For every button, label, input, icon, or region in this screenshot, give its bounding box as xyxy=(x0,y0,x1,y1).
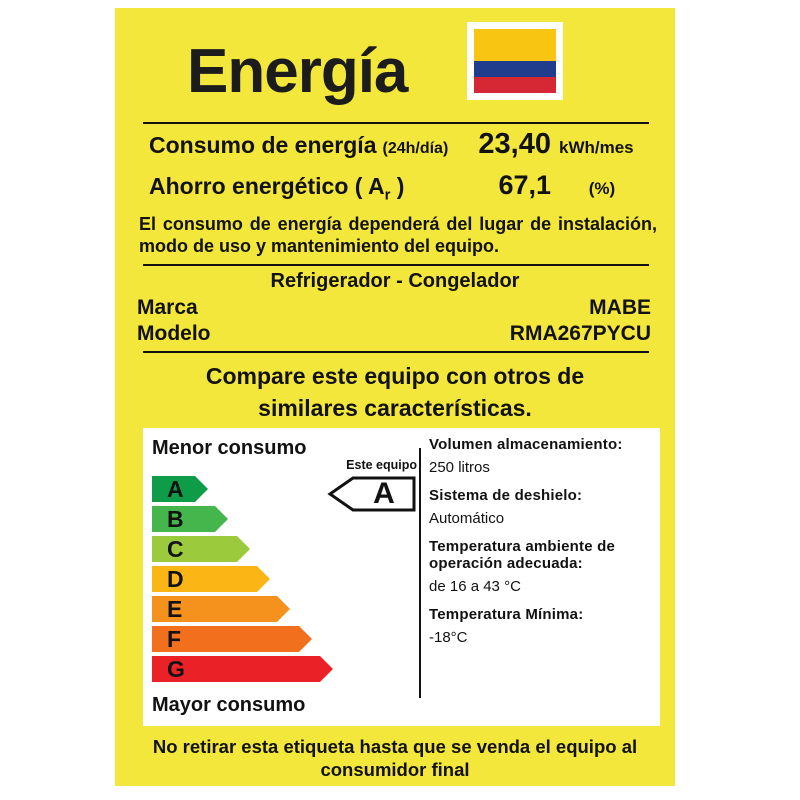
savings-unit: (%) xyxy=(588,179,616,198)
footer-notice: No retirar esta etiqueta hasta que se ve… xyxy=(115,735,675,781)
page-title: Energía xyxy=(187,37,408,106)
brand-value: MABE xyxy=(589,296,651,319)
spec-label: Temperatura ambiente de operación adecua… xyxy=(429,538,616,572)
savings-label: Ahorro energético ( Ar ) xyxy=(149,173,405,204)
savings-value: 67,1 xyxy=(498,170,551,200)
grade-arrow-a: A xyxy=(152,476,208,502)
spec-item: Sistema de deshielo: Automático xyxy=(429,487,655,527)
product-category: Refrigerador - Congelador xyxy=(270,270,520,292)
spec-label: Volumen almacenamiento: xyxy=(429,436,623,453)
consumption-label: Consumo de energía xyxy=(149,132,377,158)
compare-line1: Compare este equipo con otros de xyxy=(205,363,585,389)
spec-label: Sistema de deshielo: xyxy=(429,487,583,504)
spec-value: -18°C xyxy=(429,629,468,646)
spec-item: Temperatura Mínima: -18°C xyxy=(429,606,655,646)
grade-letter: C xyxy=(167,536,184,562)
model-label: Modelo xyxy=(137,322,211,345)
flag-stripe-yellow xyxy=(474,29,556,61)
brand-row: Marca MABE xyxy=(137,296,651,320)
disclaimer-text: El consumo de energía dependerá del luga… xyxy=(139,214,657,256)
grade-arrow-e: E xyxy=(152,596,290,622)
consumption-row: Consumo de energía (24h/día) 23,40 kWh/m… xyxy=(149,128,653,161)
grade-arrow-d: D xyxy=(152,566,270,592)
grade-letter: E xyxy=(167,596,183,622)
spec-value: Automático xyxy=(429,510,505,527)
flag-stripe-blue xyxy=(474,61,556,77)
flag-stripe-red xyxy=(474,77,556,93)
spec-item: Volumen almacenamiento: 250 litros xyxy=(429,436,655,476)
grade-arrow-c: C xyxy=(152,536,250,562)
consumption-unit: kWh/mes xyxy=(559,138,634,157)
grade-letter: F xyxy=(167,626,182,652)
savings-subscript: r xyxy=(384,186,391,204)
consumption-note: (24h/día) xyxy=(382,140,449,157)
grade-arrow-b: B xyxy=(152,506,228,532)
footer-line1: No retirar esta etiqueta hasta que se ve… xyxy=(152,736,638,757)
spec-value: 250 litros xyxy=(429,459,490,476)
grade-arrow-f: F xyxy=(152,626,312,652)
este-equipo-label: Este equipo xyxy=(346,458,417,472)
grade-arrow-g: G xyxy=(152,656,333,682)
indicator-arrow-icon xyxy=(327,476,416,512)
grade-letter: A xyxy=(167,476,184,502)
divider-line-top xyxy=(143,122,649,124)
indicator-grade-letter: A xyxy=(373,477,395,510)
compare-line2: similares características. xyxy=(258,395,532,421)
spec-item: Temperatura ambiente de operación adecua… xyxy=(429,538,655,595)
spec-label: Temperatura Mínima: xyxy=(429,606,584,623)
model-row: Modelo RMA267PYCU xyxy=(137,322,651,346)
footer-line2: consumidor final xyxy=(320,759,470,780)
consumption-value: 23,40 xyxy=(478,128,551,160)
divider-line-bottom xyxy=(143,351,649,353)
rating-indicator-arrow: A xyxy=(327,475,417,513)
colombia-flag xyxy=(467,22,563,100)
spec-value: de 16 a 43 °C xyxy=(429,578,521,595)
divider-line-middle xyxy=(143,264,649,266)
specs-list: Volumen almacenamiento: 250 litros Sistema… xyxy=(429,436,655,657)
model-value: RMA267PYCU xyxy=(509,322,651,345)
grade-letter: B xyxy=(167,506,184,532)
brand-label: Marca xyxy=(137,296,198,319)
grade-letter: G xyxy=(167,656,185,682)
grade-letter: D xyxy=(167,566,184,592)
colombia-flag-stripes xyxy=(474,29,556,93)
vertical-divider-line xyxy=(419,448,421,698)
mayor-consumo-label: Mayor consumo xyxy=(152,694,306,716)
compare-text: Compare este equipo con otros de similar… xyxy=(115,360,675,424)
menor-consumo-label: Menor consumo xyxy=(152,437,307,459)
savings-row: Ahorro energético ( Ar ) 67,1 (%) xyxy=(149,170,653,204)
energy-label: Energía Consumo de energía (24h/día) 23,… xyxy=(115,8,675,786)
